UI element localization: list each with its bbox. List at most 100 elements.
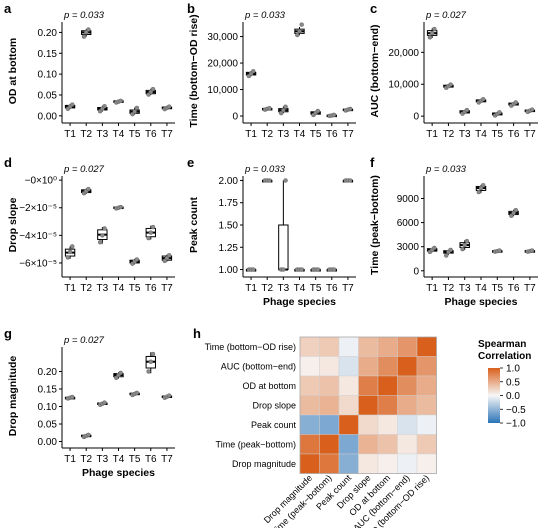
p-value-label: p = 0.027 — [63, 164, 105, 175]
x-tick-label: T6 — [326, 129, 338, 140]
box-T6 — [326, 267, 337, 272]
heatmap-cell — [377, 356, 398, 377]
heatmap-cell — [358, 356, 379, 377]
y-tick-label: 1.75 — [219, 198, 239, 209]
panel-b: b p = 0.033 0 10,000 20,000 30,000 T1 T2 T3 T4 T5 T… — [187, 1, 356, 140]
box-T3 — [459, 238, 470, 252]
heatmap-cell — [319, 414, 340, 435]
y-tick-label: 0.05 — [38, 90, 58, 101]
data-point — [513, 100, 518, 105]
x-tick-label: T6 — [145, 454, 157, 465]
x-tick-label: T6 — [508, 283, 520, 294]
heatmap-cell — [397, 395, 418, 416]
box-T1 — [245, 69, 257, 79]
box-T2 — [443, 247, 454, 258]
x-tick-label: T6 — [326, 283, 338, 294]
data-point — [118, 98, 123, 104]
p-value-label: p = 0.027 — [425, 10, 467, 21]
y-tick-label: 0.00 — [38, 111, 58, 122]
box-T2 — [81, 186, 92, 196]
data-point — [529, 248, 535, 253]
box-T3 — [97, 226, 108, 245]
panel-g: g p = 0.027 0.00 0.05 0.10 0.15 0.20 T1 T2 T3 T4 T5… — [4, 326, 175, 479]
heatmap-cell — [416, 434, 437, 455]
heatmap-cell — [397, 336, 418, 357]
box-T4 — [113, 98, 124, 105]
data-point — [331, 267, 337, 272]
y-tick-label: 2.00 — [219, 176, 239, 187]
x-tick-label: T4 — [294, 129, 306, 140]
box-rect — [278, 224, 289, 271]
data-point — [97, 240, 103, 245]
y-axis-title: Time (bottom−OD rise) — [188, 14, 200, 127]
y-tick-label: 1.25 — [219, 243, 239, 254]
data-point — [251, 69, 256, 74]
data-point — [315, 108, 321, 114]
y-tick-label: 10,000 — [388, 80, 419, 91]
heatmap-cell — [358, 434, 379, 455]
x-tick-label: T5 — [310, 129, 322, 140]
legend-tick-label: 1.0 — [506, 364, 520, 375]
box-T5 — [492, 110, 503, 118]
heatmap-row-label: AUC (bottom−end) — [221, 361, 296, 371]
data-point — [70, 394, 75, 400]
heatmap-cell — [397, 434, 418, 455]
heatmap-cell — [358, 375, 379, 396]
heatmap-cell — [358, 453, 379, 474]
box-T6 — [508, 207, 519, 218]
y-tick-label: 0.05 — [38, 420, 58, 431]
data-point — [297, 29, 302, 34]
x-tick-label: T2 — [443, 129, 455, 140]
data-point — [476, 189, 481, 195]
x-tick-label: T4 — [475, 283, 487, 294]
y-tick-label: 0 — [413, 266, 419, 277]
box-T4 — [113, 204, 124, 211]
x-tick-label: T1 — [426, 129, 438, 140]
heatmap-cell — [377, 395, 398, 416]
heatmap-cell — [319, 336, 340, 357]
box-T7 — [161, 393, 173, 400]
panel-c: c p = 0.027 0 10,000 20,000 T1 T2 T3 T4 T5 T6 T7 AUC… — [369, 1, 538, 140]
x-tick-label: T5 — [310, 283, 322, 294]
data-point — [65, 255, 71, 260]
box-T4 — [294, 267, 305, 272]
legend-colorbar — [488, 368, 500, 423]
data-point — [166, 104, 172, 109]
p-value-label: p = 0.033 — [63, 10, 105, 21]
x-tick-label: T3 — [97, 283, 109, 294]
heatmap-cell — [397, 375, 418, 396]
x-tick-label: T3 — [459, 283, 471, 294]
data-point — [102, 226, 107, 231]
box-T4 — [475, 97, 487, 105]
heatmap-cell — [377, 375, 398, 396]
y-tick-label: 6000 — [397, 218, 420, 229]
data-point — [102, 104, 107, 109]
x-tick-label: T1 — [64, 283, 76, 294]
heatmap-row-label: Drop magnitude — [232, 459, 296, 469]
y-tick-label: 10,000 — [207, 85, 238, 96]
heatmap-cell — [338, 453, 359, 474]
box-T7 — [524, 248, 536, 254]
y-tick-label: 0.10 — [38, 402, 58, 413]
x-tick-label: T6 — [145, 129, 157, 140]
y-tick-label: 0.15 — [38, 385, 58, 396]
x-axis-title: Phage species — [263, 296, 336, 308]
panel-letter: f — [370, 155, 375, 170]
box-T7 — [161, 104, 173, 112]
x-tick-label: T4 — [113, 283, 125, 294]
heatmap-cell — [358, 336, 379, 357]
x-tick-label: T3 — [97, 129, 109, 140]
box-T5 — [129, 257, 140, 266]
x-tick-label: T7 — [524, 283, 536, 294]
x-tick-label: T1 — [64, 454, 76, 465]
data-point — [86, 186, 91, 192]
y-axis-title: Time (peak−bottom) — [369, 175, 381, 275]
heatmap-cell — [416, 356, 437, 377]
box-T1 — [426, 245, 438, 255]
heatmap-cell — [397, 453, 418, 474]
panel-e: e p = 0.033 1.00 1.25 1.50 1.75 2.00 T1 T2 T3 T4 T5… — [187, 155, 356, 308]
heatmap-row-label: Peak count — [251, 420, 297, 430]
heatmap-cell — [299, 434, 320, 455]
x-tick-label: T1 — [426, 283, 438, 294]
data-point — [86, 27, 91, 32]
